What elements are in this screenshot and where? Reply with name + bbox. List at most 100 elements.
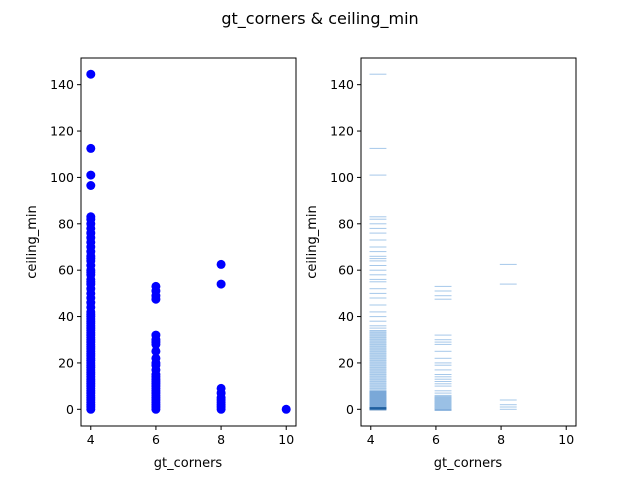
histogram-bin (499, 399, 517, 401)
scatter-point (151, 353, 161, 363)
histogram-bin (434, 383, 452, 385)
histogram-bin (499, 406, 517, 408)
histogram-bin (369, 216, 387, 218)
scatter-point (86, 170, 96, 180)
histogram-bin (369, 73, 387, 75)
right-y-axis-label: ceiling_min (305, 205, 320, 279)
histogram-bin (499, 404, 517, 406)
histogram-bin (434, 290, 452, 292)
histogram-bin (434, 334, 452, 336)
x-tick-label: 10 (278, 432, 294, 447)
histogram-bin (369, 320, 387, 322)
y-tick-label: 0 (346, 402, 354, 417)
y-tick-label: 140 (330, 77, 354, 92)
histogram-bin (369, 288, 387, 290)
histogram-bin (434, 378, 452, 380)
histogram-bin (369, 223, 387, 225)
histogram-bin (369, 265, 387, 266)
right-axes-frame (360, 57, 577, 427)
scatter-point (86, 143, 96, 153)
histogram-bin (369, 246, 387, 248)
histogram-bin (369, 251, 387, 253)
histogram-bin (434, 392, 452, 394)
histogram-bin (369, 255, 387, 257)
histogram-bin (369, 327, 387, 329)
histogram-bin (434, 395, 452, 410)
left-x-axis-label: gt_corners (154, 456, 223, 471)
x-tick-label: 4 (87, 432, 95, 447)
histogram-bin (369, 227, 387, 229)
histogram-bin (369, 297, 387, 299)
histogram-bin (434, 357, 452, 359)
scatter-panel: gt_corners ceiling_min 4 6 8 10020406080100… (25, 57, 297, 471)
histogram-bin (369, 218, 387, 220)
histogram-bin (369, 325, 387, 327)
histogram-bin (499, 408, 517, 410)
y-tick-label: 100 (50, 170, 74, 185)
histogram-bin (369, 258, 387, 260)
histogram-bin (499, 283, 517, 285)
x-tick-label: 10 (558, 432, 574, 447)
histogram-bin (434, 376, 452, 378)
y-tick-label: 80 (338, 216, 354, 231)
histogram-bin (369, 407, 387, 410)
y-tick-label: 0 (66, 402, 74, 417)
scatter-point (151, 330, 161, 340)
scatter-point (216, 259, 226, 269)
histogram-bin (369, 239, 387, 241)
left-marks (86, 69, 291, 414)
y-tick-label: 120 (330, 124, 354, 139)
scatter-point (86, 212, 96, 222)
y-tick-label: 40 (338, 309, 354, 324)
histogram-bin (434, 364, 452, 366)
x-tick-label: 6 (432, 432, 440, 447)
scatter-point (86, 181, 96, 190)
histogram-bin (369, 390, 387, 410)
histogram-bin (369, 316, 387, 318)
scatter-point (86, 69, 96, 79)
x-tick-label: 4 (367, 432, 375, 447)
histogram-bin (434, 362, 452, 364)
y-tick-label: 100 (330, 170, 354, 185)
right-x-axis-label: gt_corners (434, 456, 503, 471)
x-tick-label: 8 (217, 432, 225, 447)
y-tick-label: 140 (50, 77, 74, 92)
histogram-bin (369, 174, 387, 176)
histogram-bin (499, 263, 517, 265)
histogram-bin (434, 374, 452, 375)
histogram-bin (434, 298, 452, 300)
x-tick-label: 8 (497, 432, 505, 447)
y-tick-label: 80 (58, 216, 74, 231)
histogram-bin (369, 304, 387, 306)
scatter-point (151, 346, 161, 356)
histogram-bin (434, 385, 452, 387)
y-tick-label: 20 (338, 355, 354, 370)
x-tick-label: 6 (152, 432, 160, 447)
histogram-bin (369, 260, 387, 262)
right-marks (369, 73, 517, 411)
scatter-point (151, 281, 161, 291)
histogram-bin (434, 341, 452, 343)
histogram-panel: gt_corners ceiling_min 4 6 8 10020406080100… (305, 57, 577, 471)
scatter-point (281, 404, 291, 414)
histogram-bin (434, 339, 452, 341)
histogram-bin (369, 278, 387, 280)
histogram-bin (369, 274, 387, 276)
y-tick-label: 120 (50, 124, 74, 139)
histogram-bin (434, 381, 452, 382)
histogram-bin (434, 350, 452, 352)
left-axes-frame (80, 57, 297, 427)
y-tick-label: 60 (338, 263, 354, 278)
histogram-bin (434, 390, 452, 392)
histogram-bin (369, 281, 387, 283)
y-tick-label: 60 (58, 263, 74, 278)
histogram-bin (369, 232, 387, 234)
histogram-bin (434, 295, 452, 297)
histogram-bin (434, 285, 452, 287)
scatter-point (216, 383, 226, 393)
figure-title: gt_corners & ceiling_min (221, 9, 418, 29)
histogram-bin (434, 369, 452, 371)
y-tick-label: 40 (58, 309, 74, 324)
histogram-bin (369, 147, 387, 149)
